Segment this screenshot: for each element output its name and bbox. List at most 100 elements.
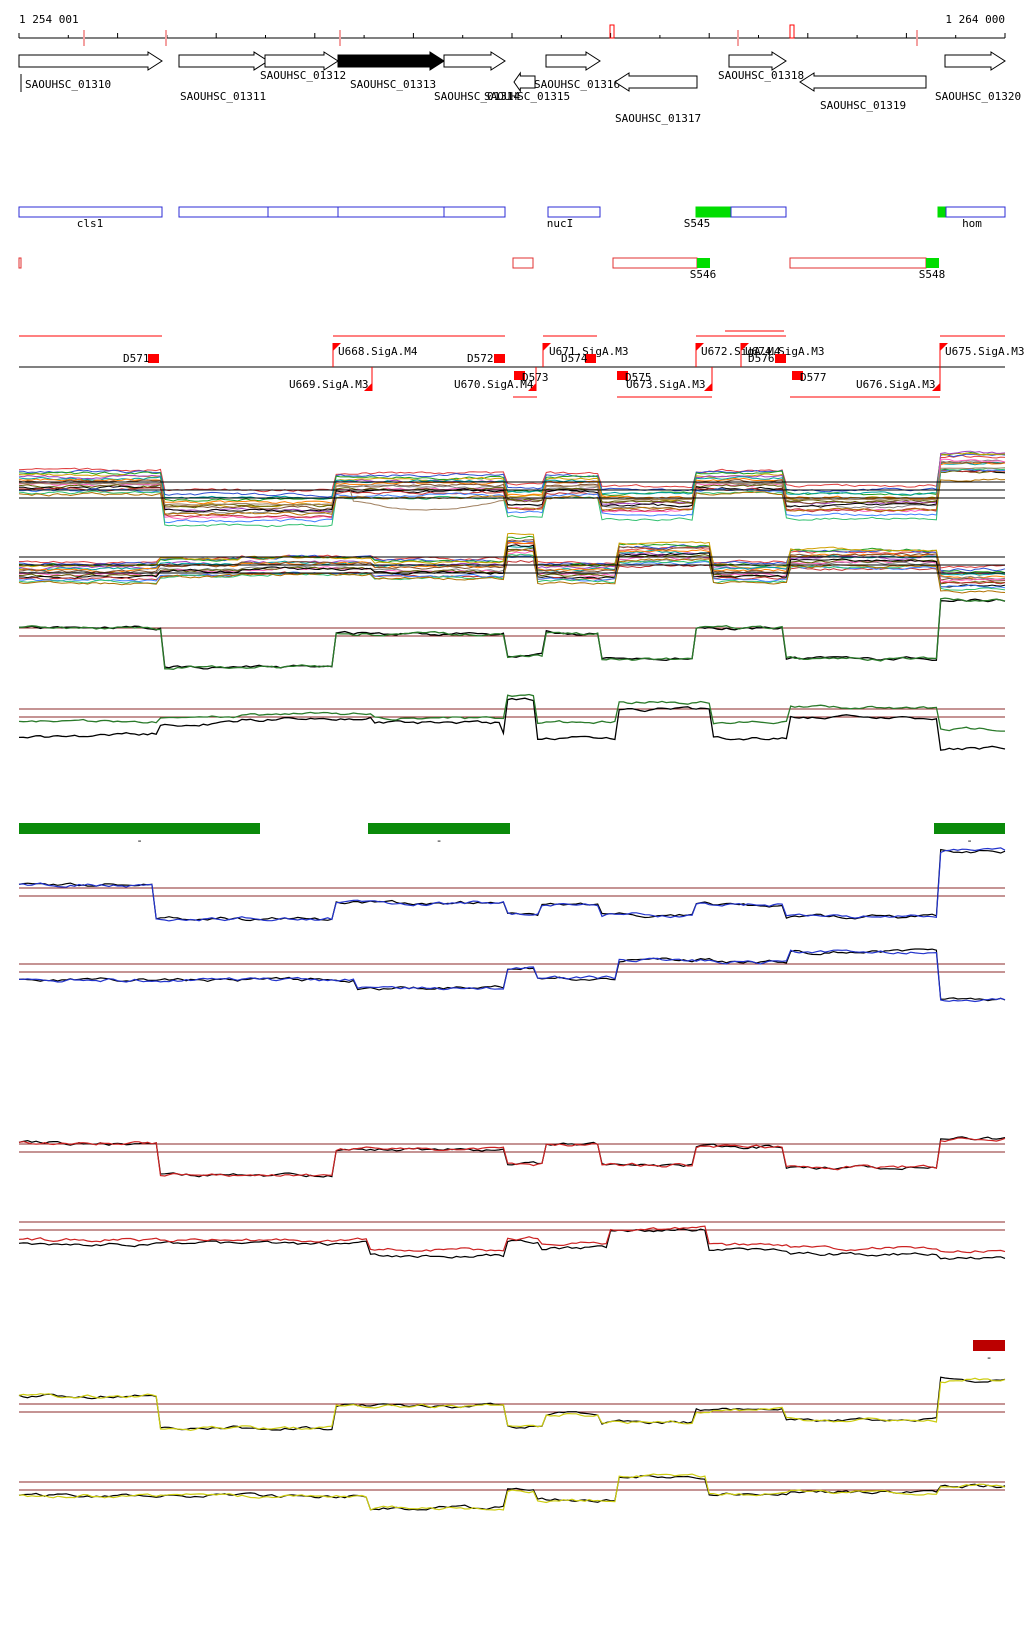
gene-label: SAOUHSC_01315 bbox=[484, 90, 570, 103]
expression-trace bbox=[18, 544, 1006, 588]
gene-label: SAOUHSC_01312 bbox=[260, 69, 346, 82]
gene-annotation-track: SAOUHSC_01310 SAOUHSC_01311 SAOUHSC_01312 S… bbox=[18, 51, 1021, 125]
expression-trace bbox=[18, 469, 1006, 524]
promoter-flag bbox=[364, 383, 372, 391]
operon-box-plus bbox=[547, 206, 601, 218]
expression-trace bbox=[18, 532, 1006, 576]
gene-label: SAOUHSC_01311 bbox=[180, 90, 266, 103]
gene-label: SAOUHSC_01320 bbox=[935, 90, 1021, 103]
promoter-flag bbox=[333, 343, 341, 351]
promoter-flag bbox=[741, 343, 749, 351]
gene-SAOUHSC_01317: SAOUHSC_01317 bbox=[614, 72, 701, 125]
operon-box-minus bbox=[18, 257, 22, 269]
ruler-start-label: 1 254 001 bbox=[19, 13, 79, 26]
operon-box-minus bbox=[789, 257, 927, 269]
signal-trace bbox=[18, 1225, 1006, 1254]
promoter-flag bbox=[528, 383, 536, 391]
terminator-label: D575 bbox=[625, 371, 652, 384]
gene-label: SAOUHSC_01319 bbox=[820, 99, 906, 112]
gene-SAOUHSC_01311: SAOUHSC_01311 bbox=[178, 51, 269, 103]
terminator-marker bbox=[617, 371, 628, 380]
expression-trace bbox=[18, 553, 1006, 591]
segment-bar-label: - bbox=[436, 834, 443, 847]
gene-label: SAOUHSC_01313 bbox=[350, 78, 436, 91]
operon-feature-block bbox=[937, 206, 947, 218]
segment-bar-label: - bbox=[136, 834, 143, 847]
signal-trace bbox=[18, 1228, 1006, 1260]
signal-trace bbox=[18, 1377, 1006, 1432]
gene-label: SAOUHSC_01316 bbox=[534, 78, 620, 91]
operon-box-minus bbox=[512, 257, 534, 269]
operon-box-plus bbox=[267, 206, 339, 218]
gene-arrow bbox=[337, 51, 445, 71]
expression-trace bbox=[18, 467, 1006, 528]
promoter-label-up: U674.SigA.M3 bbox=[745, 345, 824, 358]
signal-trace bbox=[18, 1473, 1006, 1511]
gene-arrow bbox=[443, 51, 506, 71]
expression-trace bbox=[18, 461, 1006, 500]
promoter-flag bbox=[940, 343, 948, 351]
gene-arrow bbox=[944, 51, 1006, 71]
gene-label: SAOUHSC_01314 bbox=[434, 90, 520, 103]
expression-signal-tracks: - - - - bbox=[18, 450, 1006, 1511]
expression-trace bbox=[18, 535, 1006, 574]
gene-arrow bbox=[264, 51, 339, 71]
promoter-flag bbox=[543, 343, 551, 351]
operon-box-plus bbox=[178, 206, 269, 218]
promoter-flag bbox=[696, 343, 704, 351]
terminator-label: D577 bbox=[800, 371, 827, 384]
operon-label-minus: S546 bbox=[690, 268, 717, 281]
promoter-flag bbox=[932, 383, 940, 391]
terminator-label: D576 bbox=[748, 352, 775, 365]
operon-label-plus: nucI bbox=[547, 217, 574, 230]
promoter-label-up: U675.SigA.M3 bbox=[945, 345, 1024, 358]
signal-trace bbox=[18, 1137, 1006, 1177]
gene-SAOUHSC_01319: SAOUHSC_01319 bbox=[799, 72, 927, 112]
operon-label-plus: S545 bbox=[684, 217, 711, 230]
coordinate-ruler: 1 254 001 1 264 000 bbox=[18, 13, 1006, 46]
promoter-label-up: U671.SigA.M3 bbox=[549, 345, 628, 358]
signal-trace bbox=[18, 847, 1006, 922]
gene-arrow bbox=[178, 51, 269, 71]
operon-feature-block bbox=[695, 206, 732, 218]
promoter-label-down: U670.SigA.M4 bbox=[454, 378, 534, 391]
gene-arrow bbox=[545, 51, 601, 71]
operon-label-plus: cls1 bbox=[77, 217, 104, 230]
promoter-label-down: U673.SigA.M3 bbox=[626, 378, 705, 391]
expression-trace bbox=[18, 454, 1006, 493]
segment-bar-green bbox=[934, 823, 1005, 834]
terminator-marker bbox=[494, 354, 505, 363]
expression-trace bbox=[19, 453, 1006, 498]
operon-box-plus bbox=[18, 206, 163, 218]
gene-SAOUHSC_01320: SAOUHSC_01320 bbox=[935, 51, 1021, 103]
gene-SAOUHSC_01314: SAOUHSC_01314 bbox=[434, 51, 520, 103]
segment-bar-red bbox=[973, 1340, 1005, 1351]
signal-trace bbox=[18, 1136, 1006, 1178]
gene-label: SAOUHSC_01310 bbox=[25, 78, 111, 91]
gene-arrow bbox=[513, 71, 536, 93]
operon-box-minus bbox=[612, 257, 698, 269]
operon-box-plus bbox=[443, 206, 506, 218]
operon-track: cls1 nucI S545 hom S546 S548 bbox=[18, 206, 1006, 281]
operon-box-plus bbox=[730, 206, 787, 218]
terminator-marker bbox=[514, 371, 525, 380]
terminator-marker bbox=[775, 354, 786, 363]
ruler-end-label: 1 264 000 bbox=[945, 13, 1005, 26]
promoter-label-up: U668.SigA.M4 bbox=[338, 345, 418, 358]
mean-signal-trace bbox=[18, 697, 1006, 751]
operon-label-minus: S548 bbox=[919, 268, 946, 281]
terminator-marker bbox=[792, 371, 803, 380]
terminator-marker bbox=[585, 354, 596, 363]
gene-SAOUHSC_01312: SAOUHSC_01312 bbox=[260, 51, 346, 82]
promoter-label-down: U669.SigA.M3 bbox=[289, 378, 368, 391]
gene-arrow bbox=[728, 51, 787, 71]
gene-SAOUHSC_01316: SAOUHSC_01316 bbox=[534, 51, 620, 91]
operon-feature-block bbox=[926, 258, 939, 268]
gene-label: SAOUHSC_01317 bbox=[615, 112, 701, 125]
mean-signal-trace bbox=[18, 597, 1006, 670]
gene-SAOUHSC_01315: SAOUHSC_01315 bbox=[484, 71, 570, 103]
expression-trace bbox=[18, 468, 1006, 513]
segment-bar-green bbox=[368, 823, 510, 834]
signal-trace bbox=[18, 848, 1006, 922]
ruler-marker bbox=[609, 24, 615, 39]
